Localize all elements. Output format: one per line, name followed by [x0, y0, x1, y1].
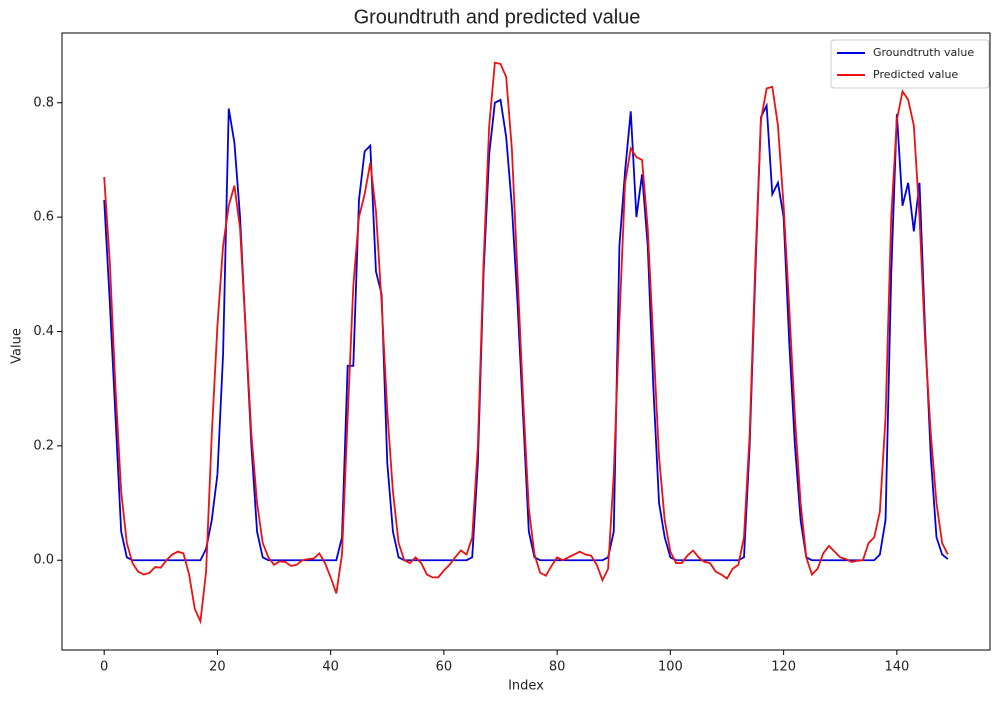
x-tick-label: 100: [658, 660, 683, 675]
x-axis-label: Index: [508, 679, 544, 694]
series-line: [103, 61, 949, 625]
legend-box: [830, 39, 990, 89]
x-tick-label: 0: [100, 660, 108, 675]
x-tick-label: 40: [322, 660, 339, 675]
x-tick-label: 60: [436, 660, 453, 675]
x-tick-label: 140: [884, 660, 909, 675]
y-tick-label: 0.0: [33, 553, 54, 568]
plot-frame: [61, 32, 991, 651]
y-axis-label: Value: [10, 328, 25, 364]
legend-label: Predicted value: [873, 68, 958, 81]
y-tick-label: 0.8: [33, 95, 54, 110]
y-tick-label: 0.6: [33, 210, 54, 225]
chart-title: Groundtruth and predicted value: [354, 6, 641, 28]
x-tick-label: 20: [209, 660, 226, 675]
x-tick-label: 120: [771, 660, 796, 675]
y-tick-label: 0.4: [33, 324, 54, 339]
legend-label: Groundtruth value: [873, 46, 974, 59]
x-tick-label: 80: [549, 660, 566, 675]
y-tick-label: 0.2: [33, 438, 54, 453]
